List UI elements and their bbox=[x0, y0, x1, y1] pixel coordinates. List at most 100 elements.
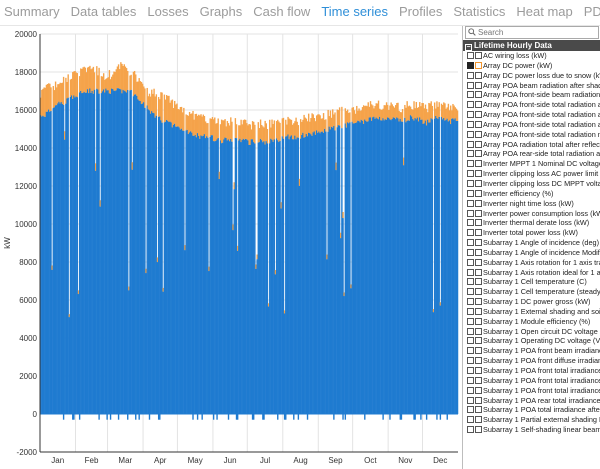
variable-list-item[interactable]: Subarray 1 Module efficiency (%) bbox=[463, 317, 600, 327]
variable-checkbox[interactable] bbox=[467, 307, 474, 315]
variable-list-item[interactable]: Subarray 1 POA front total irradiance bbox=[463, 376, 600, 386]
series-color-box[interactable] bbox=[475, 219, 482, 227]
variable-checkbox[interactable] bbox=[467, 426, 474, 434]
variable-list-item[interactable]: Inverter total power loss (kW) bbox=[463, 228, 600, 238]
series-color-box[interactable] bbox=[475, 357, 482, 365]
tab-pdf-cdf[interactable]: PDF / CDF bbox=[583, 4, 600, 19]
series-color-box[interactable] bbox=[475, 52, 482, 59]
variable-checkbox[interactable] bbox=[467, 179, 474, 187]
variable-checkbox[interactable] bbox=[467, 189, 474, 197]
variable-checkbox[interactable] bbox=[467, 288, 474, 296]
series-color-box[interactable] bbox=[475, 91, 482, 99]
group-header-lifetime-hourly[interactable]: − Lifetime Hourly Data bbox=[463, 40, 600, 51]
search-box[interactable] bbox=[465, 26, 599, 39]
series-color-box[interactable] bbox=[475, 386, 482, 394]
variable-list-item[interactable]: Array POA radiation total after reflecti… bbox=[463, 140, 600, 150]
variable-checkbox[interactable] bbox=[467, 140, 474, 148]
series-color-box[interactable] bbox=[475, 347, 482, 355]
series-color-box[interactable] bbox=[475, 416, 482, 424]
variable-list-item[interactable]: Subarray 1 Self-shading linear beam irr bbox=[463, 425, 600, 435]
tab-summary[interactable]: Summary bbox=[4, 4, 60, 19]
variable-list-item[interactable]: Subarray 1 POA front total irradiance bbox=[463, 386, 600, 396]
variable-checkbox[interactable] bbox=[467, 376, 474, 384]
tab-graphs[interactable]: Graphs bbox=[199, 4, 243, 19]
series-color-box[interactable] bbox=[475, 111, 482, 119]
variable-checkbox[interactable] bbox=[467, 120, 474, 128]
series-color-box[interactable] bbox=[475, 81, 482, 89]
variable-checkbox[interactable] bbox=[467, 416, 474, 424]
variable-list-item[interactable]: Array POA beam radiation after shading bbox=[463, 81, 600, 91]
variable-checkbox[interactable] bbox=[467, 71, 474, 79]
series-color-box[interactable] bbox=[475, 278, 482, 286]
series-color-box[interactable] bbox=[475, 288, 482, 296]
series-color-box[interactable] bbox=[475, 426, 482, 434]
series-color-box[interactable] bbox=[475, 239, 482, 247]
variable-list-item[interactable]: Subarray 1 Angle of incidence Modifier bbox=[463, 248, 600, 258]
variable-checkbox[interactable] bbox=[467, 347, 474, 355]
series-color-box[interactable] bbox=[475, 130, 482, 138]
variable-checkbox[interactable] bbox=[467, 396, 474, 404]
series-color-box[interactable] bbox=[475, 268, 482, 276]
variable-checkbox[interactable] bbox=[467, 386, 474, 394]
variable-list-item[interactable]: Array POA front-side total radiation aft… bbox=[463, 120, 600, 130]
variable-list-item[interactable]: Subarray 1 POA rear total irradiance bbox=[463, 396, 600, 406]
variable-checkbox[interactable] bbox=[467, 239, 474, 247]
variable-list-item[interactable]: Array POA front-side total radiation aft… bbox=[463, 100, 600, 110]
series-color-box[interactable] bbox=[475, 406, 482, 414]
series-color-box[interactable] bbox=[475, 396, 482, 404]
tab-profiles[interactable]: Profiles bbox=[399, 4, 443, 19]
collapse-minus-icon[interactable]: − bbox=[465, 44, 472, 51]
tab-cash-flow[interactable]: Cash flow bbox=[253, 4, 311, 19]
variable-list-item[interactable]: Array DC power (kW) bbox=[463, 61, 600, 71]
time-series-chart[interactable]: -2000 0 2000 4000 6000 8000 10000 12000 14000 160… bbox=[0, 26, 462, 469]
variable-list-item[interactable]: Inverter thermal derate loss (kW) bbox=[463, 218, 600, 228]
variable-list-item[interactable]: Subarray 1 POA front total irradiance bbox=[463, 366, 600, 376]
variable-checkbox[interactable] bbox=[467, 229, 474, 237]
variable-list-item[interactable]: Subarray 1 POA total irradiance after bbox=[463, 405, 600, 415]
series-color-box[interactable] bbox=[475, 337, 482, 345]
series-color-box[interactable] bbox=[475, 367, 482, 374]
variable-checkbox[interactable] bbox=[467, 357, 474, 365]
variable-list-item[interactable]: Inverter night time loss (kW) bbox=[463, 199, 600, 209]
variable-checkbox[interactable] bbox=[467, 406, 474, 414]
tab-data-tables[interactable]: Data tables bbox=[70, 4, 137, 19]
variable-checkbox[interactable] bbox=[467, 278, 474, 286]
variable-list-item[interactable]: Subarray 1 Cell temperature (steady stat… bbox=[463, 287, 600, 297]
tab-losses[interactable]: Losses bbox=[147, 4, 189, 19]
variable-list-item[interactable]: Subarray 1 Cell temperature (C) bbox=[463, 277, 600, 287]
series-color-box[interactable] bbox=[475, 248, 482, 256]
variable-list-item[interactable]: Array POA front-side total radiation aft… bbox=[463, 110, 600, 120]
series-color-box[interactable] bbox=[475, 150, 482, 158]
variable-list-item[interactable]: AC wiring loss (kW) bbox=[463, 51, 600, 61]
variable-checkbox[interactable] bbox=[467, 248, 474, 256]
tab-statistics[interactable]: Statistics bbox=[453, 4, 506, 19]
variable-checkbox[interactable] bbox=[467, 91, 474, 99]
variable-list-item[interactable]: Subarray 1 POA front diffuse irradiance bbox=[463, 356, 600, 366]
series-color-box[interactable] bbox=[475, 120, 482, 128]
variable-checkbox[interactable] bbox=[467, 170, 474, 178]
tab-heat-map[interactable]: Heat map bbox=[516, 4, 573, 19]
series-color-box[interactable] bbox=[475, 170, 482, 178]
variable-list-item[interactable]: Subarray 1 Axis rotation ideal for 1 axi… bbox=[463, 268, 600, 278]
variable-list-item[interactable]: Inverter clipping loss DC MPPT voltage bbox=[463, 179, 600, 189]
variable-checkbox[interactable] bbox=[467, 209, 474, 217]
variable-list-item[interactable]: Subarray 1 Operating DC voltage (V) bbox=[463, 336, 600, 346]
series-color-box[interactable] bbox=[475, 229, 482, 237]
series-color-box[interactable] bbox=[475, 101, 482, 109]
series-color-box[interactable] bbox=[475, 189, 482, 197]
series-color-box[interactable] bbox=[475, 258, 482, 266]
variable-checkbox[interactable] bbox=[467, 258, 474, 266]
variable-list-item[interactable]: Array POA rear-side total radiation afte… bbox=[463, 149, 600, 159]
series-color-box[interactable] bbox=[475, 376, 482, 384]
variable-list-item[interactable]: Subarray 1 POA front beam irradiance bbox=[463, 346, 600, 356]
variable-list-item[interactable]: Subarray 1 Partial external shading DC bbox=[463, 415, 600, 425]
variable-list-item[interactable]: Inverter efficiency (%) bbox=[463, 189, 600, 199]
variable-checkbox[interactable] bbox=[467, 81, 474, 89]
variable-checkbox[interactable] bbox=[467, 298, 474, 306]
series-color-box[interactable] bbox=[475, 307, 482, 315]
series-color-box[interactable] bbox=[475, 199, 482, 207]
variable-list-item[interactable]: Subarray 1 Angle of incidence (deg) bbox=[463, 238, 600, 248]
variable-list-item[interactable]: Subarray 1 Open circuit DC voltage (V) bbox=[463, 327, 600, 337]
series-color-box[interactable] bbox=[475, 317, 482, 325]
variable-checkbox[interactable] bbox=[467, 160, 474, 168]
